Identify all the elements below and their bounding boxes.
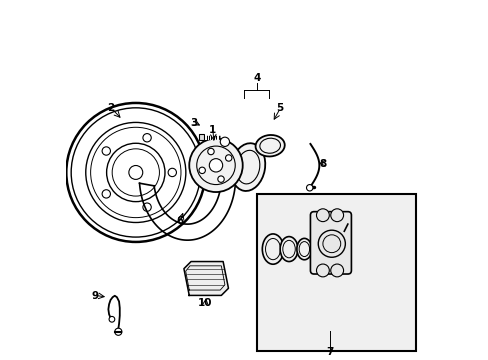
Circle shape [209,159,222,172]
Ellipse shape [282,240,295,258]
Circle shape [330,264,343,277]
Circle shape [109,316,115,322]
Text: 6: 6 [176,216,183,226]
Circle shape [220,137,229,147]
Ellipse shape [259,138,280,153]
Text: 1: 1 [208,125,216,135]
Ellipse shape [255,135,284,157]
Ellipse shape [265,238,280,260]
Bar [257,194,415,351]
Circle shape [316,209,328,222]
Circle shape [306,185,312,191]
Ellipse shape [230,143,264,191]
Circle shape [189,139,242,192]
Text: 5: 5 [276,103,283,113]
Circle shape [322,235,340,253]
Circle shape [115,328,122,335]
Ellipse shape [262,234,283,264]
Circle shape [90,127,181,218]
Circle shape [330,209,343,222]
Ellipse shape [299,242,309,257]
Circle shape [316,264,328,277]
Text: 3: 3 [189,118,197,127]
Circle shape [199,167,205,174]
Polygon shape [183,262,228,296]
Circle shape [225,155,231,161]
Text: 9: 9 [91,291,98,301]
Circle shape [112,149,159,196]
Circle shape [85,122,185,222]
Circle shape [106,143,164,202]
Ellipse shape [236,150,259,184]
Ellipse shape [296,238,311,260]
Circle shape [142,134,151,142]
Circle shape [196,146,235,185]
Circle shape [142,203,151,211]
Circle shape [168,168,176,177]
Text: 7: 7 [325,347,333,357]
Bar [199,134,204,140]
Circle shape [102,147,110,155]
FancyBboxPatch shape [310,212,351,274]
Circle shape [217,176,224,183]
Ellipse shape [280,237,297,262]
Circle shape [102,190,110,198]
Text: 4: 4 [253,73,260,83]
Text: 8: 8 [319,158,326,168]
Circle shape [71,108,200,237]
Circle shape [318,230,345,257]
Circle shape [66,103,205,242]
Circle shape [129,166,142,179]
Text: 2: 2 [107,103,114,113]
Circle shape [207,148,214,155]
Text: 10: 10 [198,297,212,307]
